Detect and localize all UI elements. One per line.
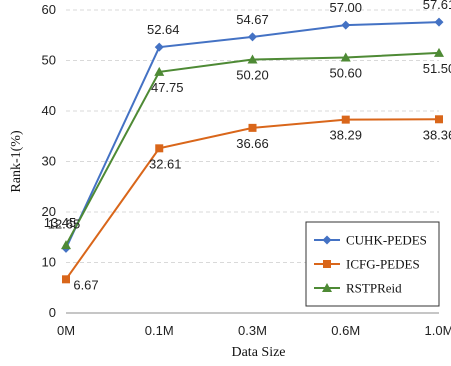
data-point <box>435 115 443 124</box>
data-label: 32.61 <box>149 156 182 171</box>
data-label: 47.75 <box>151 80 184 95</box>
data-label: 38.36 <box>423 127 451 142</box>
legend-marker <box>322 235 332 245</box>
data-label: 57.61 <box>423 0 451 12</box>
legend-marker <box>322 283 332 292</box>
legend-marker <box>323 260 331 268</box>
y-tick-label: 30 <box>42 154 56 169</box>
data-label: 50.60 <box>329 65 362 80</box>
y-tick-label: 20 <box>42 204 56 219</box>
y-tick-label: 40 <box>42 103 56 118</box>
data-label: 52.64 <box>147 22 180 37</box>
data-label: 50.20 <box>236 67 269 82</box>
legend-label: CUHK-PEDES <box>346 233 427 248</box>
data-point <box>61 240 71 250</box>
data-label: 12.65 <box>48 216 81 231</box>
y-tick-label: 50 <box>42 53 56 68</box>
data-label: 36.66 <box>236 136 269 151</box>
data-label: 38.29 <box>329 128 362 143</box>
data-point <box>154 42 164 52</box>
data-point <box>62 275 70 284</box>
axes: 0 10 20 30 40 50 60 0M 0.1M 0.3M 0.6M 1.0M <box>42 2 451 338</box>
x-tick-label: 0M <box>57 323 75 338</box>
data-point <box>154 66 165 76</box>
x-tick-label: 0.1M <box>145 323 174 338</box>
x-tick-label: 0.3M <box>238 323 267 338</box>
y-axis-title: Rank-1(%) <box>9 130 24 193</box>
data-point <box>434 47 444 57</box>
y-tick-label: 60 <box>42 2 56 17</box>
x-tick-label: 0.6M <box>331 323 360 338</box>
y-tick-label: 10 <box>42 255 56 270</box>
legend-label: ICFG-PEDES <box>346 257 420 272</box>
y-tick-label: 0 <box>49 305 56 320</box>
data-label: 57.00 <box>329 0 362 15</box>
data-label: 6.67 <box>73 277 98 292</box>
data-label: 51.50 <box>423 61 451 76</box>
data-label: 54.67 <box>236 12 269 27</box>
series-lines <box>61 17 444 284</box>
x-axis-title: Data Size <box>231 345 285 360</box>
data-point <box>341 115 350 124</box>
data-point <box>248 123 257 132</box>
data-point <box>340 52 351 62</box>
x-tick-label: 1.0M <box>425 323 451 338</box>
data-label: 13.45 <box>44 215 77 230</box>
legend: CUHK-PEDES ICFG-PEDES RSTPReid <box>305 221 440 307</box>
data-point <box>155 144 164 153</box>
data-point <box>248 32 257 42</box>
legend-label: RSTPReid <box>346 281 402 296</box>
data-point <box>341 20 351 30</box>
data-point <box>434 17 444 27</box>
data-point <box>247 54 258 64</box>
data-labels: 12.65 52.64 54.67 57.00 57.61 6.67 32.61 36.66 3… <box>44 0 451 292</box>
